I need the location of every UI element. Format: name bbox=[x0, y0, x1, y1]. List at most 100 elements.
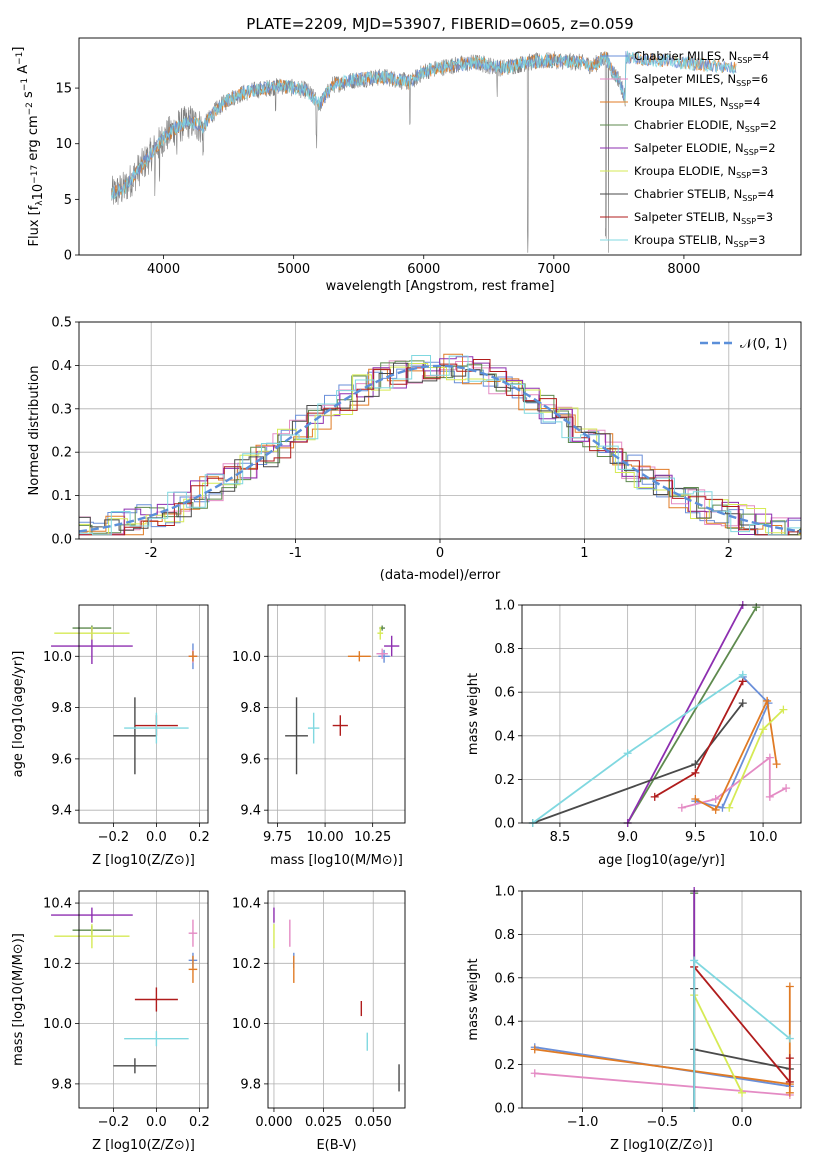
histogram-step-line bbox=[79, 360, 801, 536]
y-tick-label: 10.0 bbox=[43, 650, 72, 665]
legend-n: =6 bbox=[751, 72, 768, 86]
point-marker bbox=[785, 1034, 794, 1043]
legend-entry: Chabrier STELIB, NSSP=4 bbox=[634, 187, 774, 203]
axes-frame bbox=[521, 604, 802, 824]
legend-n: =4 bbox=[744, 95, 761, 109]
legend-sub: SSP bbox=[736, 79, 751, 88]
axes-frame bbox=[521, 890, 802, 1109]
y-tick-label: 10.0 bbox=[43, 1017, 72, 1032]
legend-sub: SSP bbox=[745, 125, 760, 134]
x-tick-label: 5000 bbox=[277, 262, 310, 277]
point-marker bbox=[765, 753, 774, 762]
y-tick-label: 9.6 bbox=[51, 752, 72, 767]
y-tick-label: 0.4 bbox=[494, 1015, 515, 1030]
mass-weight-Z-panel: −1.0 −0.5 0.0 0.0 0.2 0.4 0.6 0.8 1.0 Z [log10(Z/… bbox=[466, 885, 802, 1153]
x-tick-label: 1 bbox=[580, 546, 588, 561]
legend-entry: Chabrier ELODIE, NSSP=2 bbox=[634, 118, 777, 134]
point-marker bbox=[718, 803, 727, 812]
point-marker bbox=[725, 803, 734, 812]
y-axis-label: mass weight bbox=[466, 958, 481, 1040]
point-marker bbox=[765, 792, 774, 801]
legend-sub: SSP bbox=[734, 240, 749, 249]
y-tick-label: 9.6 bbox=[240, 752, 261, 767]
x-tick-label: 8000 bbox=[667, 262, 700, 277]
point-marker bbox=[530, 1069, 539, 1078]
legend-n: =3 bbox=[749, 233, 766, 247]
x-tick-label: 0.0 bbox=[146, 830, 167, 845]
x-tick-label: −0.5 bbox=[647, 1115, 679, 1130]
model-spectrum-line bbox=[111, 51, 737, 199]
x-axis-label: E(B-V) bbox=[316, 1138, 356, 1153]
x-tick-label: 0.025 bbox=[305, 1115, 342, 1130]
y-tick-label: 9.8 bbox=[51, 701, 72, 716]
y-tick-label: 9.4 bbox=[240, 804, 261, 819]
legend-text: Kroupa ELODIE, N bbox=[634, 164, 736, 178]
y-axis-label-part: A bbox=[16, 65, 31, 78]
legend-sub: SSP bbox=[736, 171, 751, 180]
axes-frame bbox=[78, 890, 209, 1109]
point-marker bbox=[623, 749, 632, 758]
y-tick-label: 9.8 bbox=[240, 701, 261, 716]
y-tick-label: 5 bbox=[64, 193, 72, 208]
legend-n: =3 bbox=[751, 164, 768, 178]
axes-frame bbox=[78, 321, 802, 540]
y-axis-label: Flux [fλ10−17 erg cm−2 s−1 A−1] bbox=[11, 47, 46, 247]
legend-n: =3 bbox=[756, 210, 773, 224]
model-spectrum-line bbox=[111, 50, 737, 200]
legend-text: Chabrier ELODIE, N bbox=[634, 118, 745, 132]
y-tick-label: 0.5 bbox=[51, 316, 72, 331]
point-marker bbox=[691, 760, 700, 769]
x-tick-label: 9.5 bbox=[685, 830, 706, 845]
y-tick-label: 9.8 bbox=[240, 1077, 261, 1092]
spectrum-panel: 4000 5000 6000 7000 8000 0 5 10 15 wavelength [An… bbox=[11, 37, 802, 294]
y-axis-label-part: s bbox=[21, 91, 36, 102]
x-tick-label: -2 bbox=[145, 546, 158, 561]
legend-text: Chabrier MILES, N bbox=[634, 49, 737, 63]
series-line bbox=[534, 1048, 790, 1085]
x-tick-label: 10.00 bbox=[306, 830, 343, 845]
mass-ebv-panel: 0.000 0.025 0.050 9.8 10.0 10.2 10.4 E(B-V) bbox=[232, 890, 406, 1153]
y-tick-label: 0.8 bbox=[494, 928, 515, 943]
legend-entry: Salpeter STELIB, NSSP=3 bbox=[634, 210, 773, 226]
legend-text: Chabrier STELIB, N bbox=[634, 187, 742, 201]
y-tick-label: 9.4 bbox=[51, 804, 72, 819]
x-axis-label: Z [log10(Z/Z⊙)] bbox=[92, 853, 195, 868]
y-tick-label: 15 bbox=[55, 82, 72, 97]
x-tick-label: 0.2 bbox=[189, 1115, 210, 1130]
legend-n: =4 bbox=[757, 187, 774, 201]
point-marker bbox=[785, 1088, 794, 1097]
y-tick-label: 10.0 bbox=[232, 650, 261, 665]
legend-entry: Kroupa ELODIE, NSSP=3 bbox=[634, 164, 768, 180]
point-marker bbox=[677, 803, 686, 812]
x-tick-label: −0.2 bbox=[98, 830, 130, 845]
x-tick-label: 0.000 bbox=[255, 1115, 292, 1130]
x-tick-label: 0.0 bbox=[732, 1115, 753, 1130]
legend-sub: SSP bbox=[744, 148, 759, 157]
y-tick-label: 10.2 bbox=[43, 957, 72, 972]
point-marker bbox=[782, 784, 791, 793]
point-marker bbox=[690, 956, 699, 965]
y-tick-label: 0.0 bbox=[494, 817, 515, 832]
axes-frame bbox=[78, 604, 209, 824]
x-axis-label: Z [log10(Z/Z⊙)] bbox=[610, 1138, 713, 1153]
legend-text: Salpeter STELIB, N bbox=[634, 210, 741, 224]
series-line bbox=[626, 606, 758, 824]
legend-sub: SSP bbox=[742, 194, 757, 203]
legend-text: Kroupa STELIB, N bbox=[634, 233, 734, 247]
point-marker bbox=[691, 768, 700, 777]
series-line bbox=[694, 697, 778, 812]
point-marker bbox=[738, 699, 747, 708]
histogram-step-line bbox=[79, 362, 801, 536]
x-tick-label: −1.0 bbox=[567, 1115, 599, 1130]
series-line bbox=[534, 1072, 790, 1096]
axes-frame bbox=[267, 604, 406, 824]
legend-entry: Kroupa STELIB, NSSP=3 bbox=[634, 233, 765, 249]
y-tick-label: 0.3 bbox=[51, 402, 72, 417]
y-axis-label-part: Flux [f bbox=[27, 205, 42, 246]
x-tick-label: 9.75 bbox=[263, 830, 292, 845]
x-tick-label: 10.25 bbox=[354, 830, 391, 845]
legend-sub: SSP bbox=[741, 217, 756, 226]
x-tick-label: 0 bbox=[436, 546, 444, 561]
x-axis-label: age [log10(age/yr)] bbox=[598, 853, 725, 868]
legend-entry: Salpeter ELODIE, NSSP=2 bbox=[634, 141, 776, 157]
